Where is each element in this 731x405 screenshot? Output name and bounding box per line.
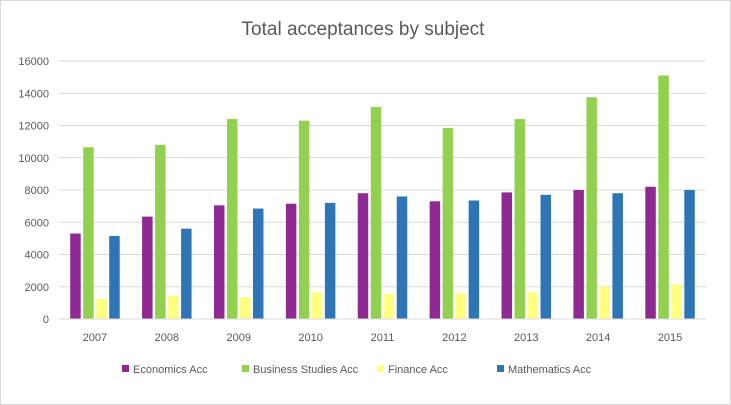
y-tick-label: 6000: [25, 217, 49, 229]
x-tick-label: 2011: [371, 332, 395, 344]
y-tick-label: 10000: [18, 153, 49, 165]
bar-business-studies-acc: [586, 97, 597, 319]
x-tick-label: 2015: [658, 332, 682, 344]
bar-finance-acc: [671, 284, 682, 319]
bar-economics-acc: [142, 216, 153, 319]
x-axis-ticks: 2007 2008 2009 2010 2011 2012 2013 2014 2015: [83, 332, 683, 344]
bar-business-studies-acc: [83, 147, 94, 319]
bar-economics-acc: [429, 201, 441, 319]
bar-economics-acc: [285, 203, 297, 319]
x-tick-label: 2013: [514, 332, 538, 344]
y-tick-label: 12000: [18, 121, 49, 133]
bar-mathematics-acc: [109, 235, 120, 319]
y-tick-label: 16000: [18, 56, 49, 68]
bar-finance-acc: [383, 294, 395, 319]
bar-finance-acc: [311, 292, 323, 319]
x-tick-label: 2008: [155, 332, 179, 344]
bar-mathematics-acc: [540, 194, 552, 319]
bar-finance-acc: [168, 295, 179, 319]
bar-finance-acc: [599, 286, 610, 319]
legend-swatch: [242, 365, 249, 372]
legend: Economics Acc Business Studies Acc Finance…: [122, 364, 592, 376]
chart-title: Total acceptances by subject: [242, 19, 486, 40]
bar-business-studies-acc: [298, 120, 310, 319]
legend-label: Mathematics Acc: [508, 364, 592, 376]
bar-finance-acc: [96, 298, 107, 319]
legend-swatch: [122, 365, 129, 372]
bar-business-studies-acc: [370, 106, 382, 319]
bar-economics-acc: [357, 193, 369, 319]
bar-business-studies-acc: [442, 127, 454, 319]
bar-business-studies-acc: [226, 119, 238, 319]
x-tick-label: 2010: [298, 332, 322, 344]
bar-economics-acc: [501, 192, 513, 319]
y-tick-label: 2000: [25, 282, 49, 294]
bar-mathematics-acc: [181, 228, 192, 319]
legend-swatch: [497, 365, 504, 372]
x-tick-label: 2014: [586, 332, 610, 344]
x-tick-label: 2012: [442, 332, 466, 344]
bar-economics-acc: [573, 190, 584, 319]
y-axis-ticks: 0 2000 4000 6000 8000 10000 12000 14000 16000: [18, 56, 49, 326]
x-tick-label: 2007: [83, 332, 107, 344]
legend-label: Finance Acc: [388, 364, 448, 376]
gridlines: [59, 60, 706, 288]
bar-business-studies-acc: [658, 75, 669, 319]
y-tick-label: 4000: [25, 250, 49, 262]
bar-mathematics-acc: [468, 200, 480, 319]
bar-mathematics-acc: [612, 193, 623, 319]
bar-finance-acc: [239, 297, 251, 319]
legend-swatch: [377, 365, 384, 372]
bar-mathematics-acc: [252, 208, 264, 319]
bar-business-studies-acc: [155, 144, 166, 319]
bar-economics-acc: [213, 205, 225, 319]
bar-mathematics-acc: [324, 202, 336, 319]
y-tick-label: 14000: [18, 88, 49, 100]
bar-mathematics-acc: [684, 190, 695, 319]
legend-label: Economics Acc: [133, 364, 208, 376]
bar-finance-acc: [527, 292, 539, 319]
legend-label: Business Studies Acc: [253, 364, 359, 376]
bar-business-studies-acc: [514, 119, 526, 319]
y-tick-label: 8000: [25, 185, 49, 197]
bar-economics-acc: [645, 186, 656, 319]
x-tick-label: 2009: [226, 332, 250, 344]
bar-finance-acc: [455, 293, 467, 319]
bar-economics-acc: [70, 233, 81, 319]
bar-mathematics-acc: [396, 196, 408, 319]
bars: [70, 75, 695, 319]
y-tick-label: 0: [43, 314, 49, 326]
